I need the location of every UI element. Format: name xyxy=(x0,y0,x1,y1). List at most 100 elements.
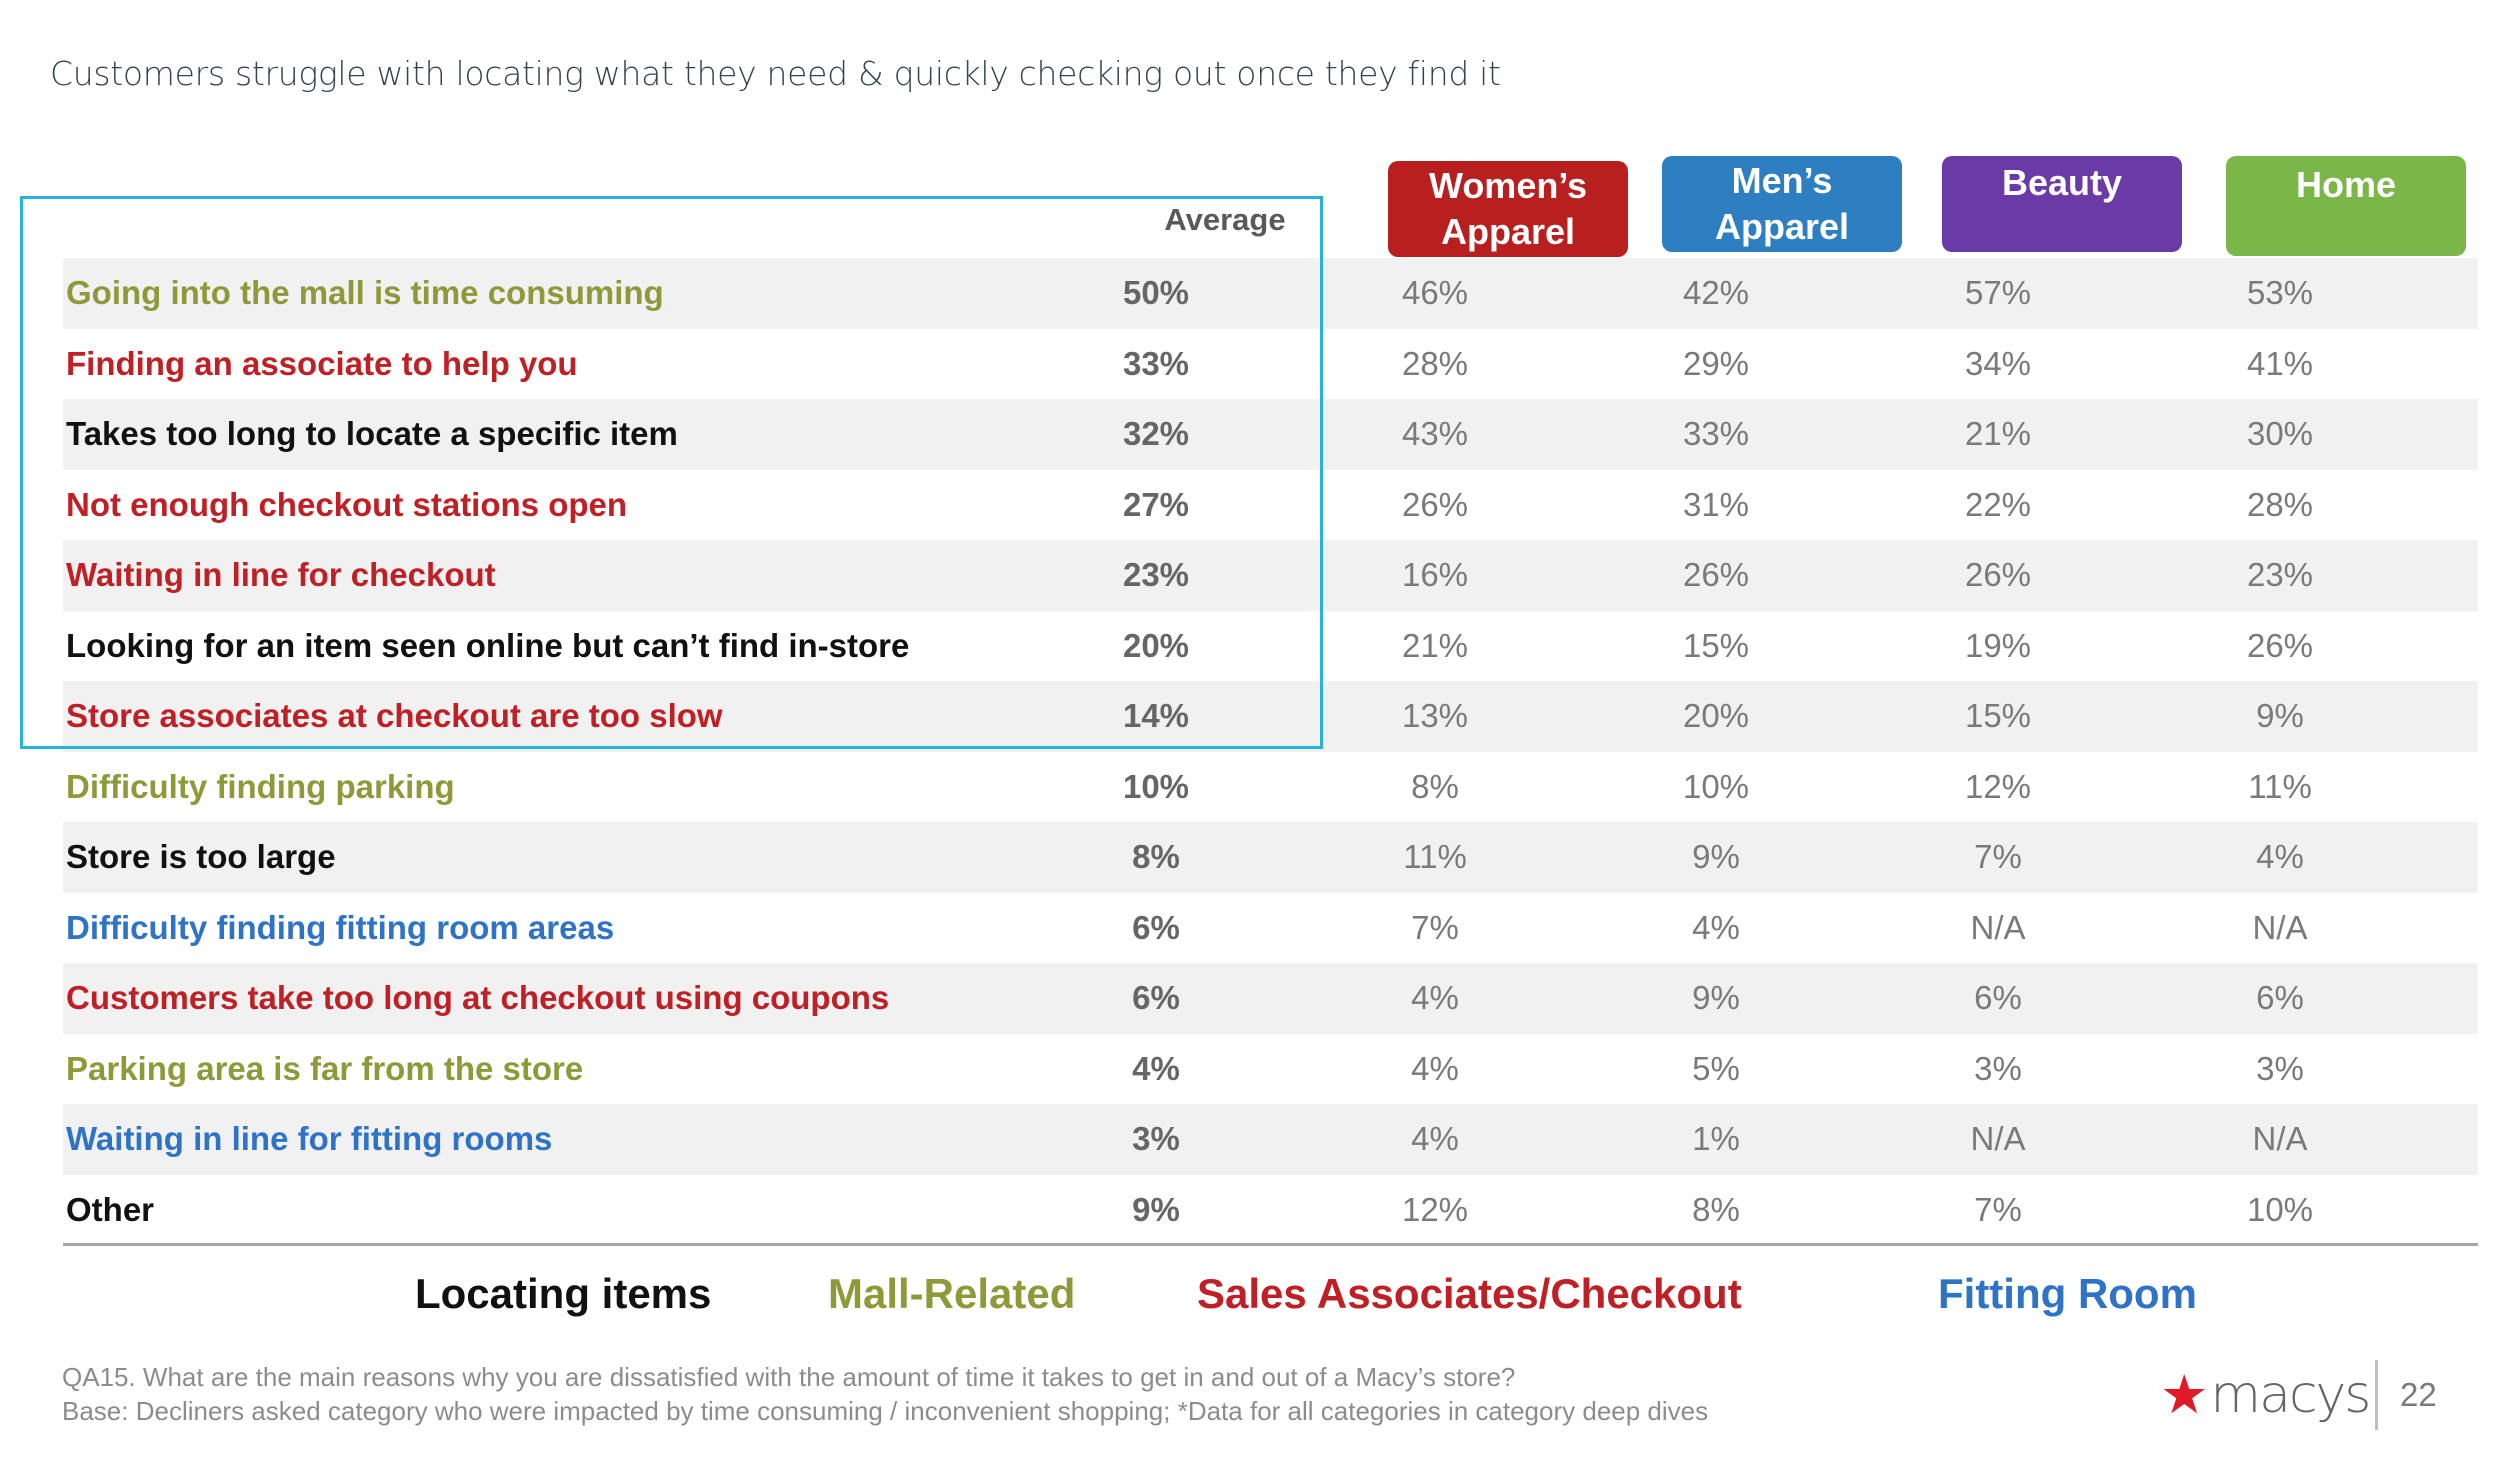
macys-logo: ★ macys xyxy=(2160,1365,2371,1425)
table-row: Takes too long to locate a specific item… xyxy=(63,399,2478,470)
womens-apparel-value: 21% xyxy=(1401,626,1469,664)
womens-apparel-value: 4% xyxy=(1411,1120,1459,1158)
home-value: 11% xyxy=(2248,767,2312,805)
womens-apparel-value: 8% xyxy=(1411,767,1459,805)
beauty-value: 6% xyxy=(1974,979,2022,1017)
legend-sales-checkout: Sales Associates/Checkout xyxy=(1197,1270,1742,1317)
table-row: Store is too large 8% 11% 9% 7% 4% xyxy=(63,822,2478,893)
beauty-value: N/A xyxy=(1970,908,2026,946)
home-value: 4% xyxy=(2256,838,2304,876)
mens-apparel-value: 4% xyxy=(1692,908,1740,946)
beauty-value: 34% xyxy=(1964,344,2032,382)
table-row: Not enough checkout stations open 27% 26% 3… xyxy=(63,470,2478,541)
table-row: Parking area is far from the store 4% 4% 5%… xyxy=(63,1034,2478,1105)
table-row: Waiting in line for checkout 23% 16% 26% 26%… xyxy=(63,540,2478,611)
womens-apparel-value: 11% xyxy=(1403,838,1467,876)
mens-apparel-label: Men’s Apparel xyxy=(1714,160,1850,247)
beauty-label: Beauty xyxy=(2001,162,2123,203)
mens-apparel-value: 9% xyxy=(1692,979,1740,1017)
dissatisfaction-table: Going into the mall is time consuming 50%… xyxy=(63,258,2478,1245)
table-row: Waiting in line for fitting rooms 3% 4% 1% N… xyxy=(63,1104,2478,1175)
home-value: 28% xyxy=(2246,485,2314,523)
mens-apparel-value: 42% xyxy=(1682,274,1750,312)
womens-apparel-value: 7% xyxy=(1411,908,1459,946)
home-value: 26% xyxy=(2246,626,2314,664)
home-value: N/A xyxy=(2252,908,2308,946)
mens-apparel-value: 1% xyxy=(1692,1120,1740,1158)
row-label: Finding an associate to help you xyxy=(66,344,578,382)
average-column-header: Average xyxy=(1164,202,1286,237)
beauty-value: N/A xyxy=(1970,1120,2026,1158)
mens-apparel-header: Men’s Apparel xyxy=(1662,156,1902,252)
table-row: Customers take too long at checkout usin… xyxy=(63,963,2478,1034)
beauty-value: 3% xyxy=(1974,1049,2022,1087)
table-row: Store associates at checkout are too slo… xyxy=(63,681,2478,752)
row-label: Difficulty finding parking xyxy=(66,767,455,805)
womens-apparel-header: Women’s Apparel xyxy=(1388,161,1628,257)
average-value: 50% xyxy=(1122,274,1190,312)
mens-apparel-value: 5% xyxy=(1692,1049,1740,1087)
average-value: 6% xyxy=(1132,908,1180,946)
row-label: Waiting in line for checkout xyxy=(66,556,496,594)
average-value: 4% xyxy=(1132,1049,1180,1087)
home-value: 3% xyxy=(2256,1049,2304,1087)
row-label: Store is too large xyxy=(66,838,336,876)
table-row: Going into the mall is time consuming 50%… xyxy=(63,258,2478,329)
womens-apparel-value: 43% xyxy=(1401,415,1469,453)
beauty-value: 57% xyxy=(1964,274,2032,312)
mens-apparel-value: 10% xyxy=(1682,767,1750,805)
macys-wordmark: macys xyxy=(2210,1365,2371,1425)
womens-apparel-value: 26% xyxy=(1401,485,1469,523)
mens-apparel-value: 33% xyxy=(1682,415,1750,453)
beauty-value: 7% xyxy=(1974,838,2022,876)
womens-apparel-value: 4% xyxy=(1411,1049,1459,1087)
home-value: 30% xyxy=(2246,415,2314,453)
footer-divider xyxy=(2375,1360,2378,1430)
mens-apparel-value: 8% xyxy=(1692,1190,1740,1228)
beauty-value: 7% xyxy=(1974,1190,2022,1228)
home-header: Home xyxy=(2226,156,2466,256)
average-value: 23% xyxy=(1122,556,1190,594)
beauty-value: 26% xyxy=(1964,556,2032,594)
average-value: 3% xyxy=(1132,1120,1180,1158)
beauty-header: Beauty xyxy=(1942,156,2182,252)
womens-apparel-label: Women’s Apparel xyxy=(1428,165,1588,252)
mens-apparel-value: 29% xyxy=(1682,344,1750,382)
average-value: 33% xyxy=(1122,344,1190,382)
beauty-value: 15% xyxy=(1964,697,2032,735)
home-value: 53% xyxy=(2246,274,2314,312)
table-row: Other 9% 12% 8% 7% 10% xyxy=(63,1175,2478,1246)
womens-apparel-value: 28% xyxy=(1401,344,1469,382)
legend-mall-related: Mall-Related xyxy=(828,1270,1076,1317)
average-value: 8% xyxy=(1132,838,1180,876)
womens-apparel-value: 16% xyxy=(1401,556,1469,594)
table-row: Looking for an item seen online but can’… xyxy=(63,611,2478,682)
beauty-value: 12% xyxy=(1964,767,2032,805)
womens-apparel-value: 13% xyxy=(1401,697,1469,735)
beauty-value: 22% xyxy=(1964,485,2032,523)
home-value: 23% xyxy=(2246,556,2314,594)
row-label: Store associates at checkout are too slo… xyxy=(66,697,723,735)
mens-apparel-value: 20% xyxy=(1682,697,1750,735)
row-label: Customers take too long at checkout usin… xyxy=(66,979,890,1017)
row-label: Not enough checkout stations open xyxy=(66,485,628,523)
average-value: 27% xyxy=(1122,485,1190,523)
mens-apparel-value: 9% xyxy=(1692,838,1740,876)
womens-apparel-value: 4% xyxy=(1411,979,1459,1017)
row-label: Parking area is far from the store xyxy=(66,1049,584,1087)
slide-title: Customers struggle with locating what th… xyxy=(50,54,1501,93)
womens-apparel-value: 46% xyxy=(1401,274,1469,312)
table-row: Difficulty finding parking 10% 8% 10% 12% 11% xyxy=(63,752,2478,823)
top-reasons-highlight-box xyxy=(20,196,1323,749)
row-label: Takes too long to locate a specific item xyxy=(66,415,678,453)
row-label: Going into the mall is time consuming xyxy=(66,274,664,312)
beauty-value: 19% xyxy=(1964,626,2032,664)
table-row: Finding an associate to help you 33% 28% 29… xyxy=(63,329,2478,400)
table-bottom-rule xyxy=(63,1243,2478,1246)
home-value: 6% xyxy=(2256,979,2304,1017)
star-icon: ★ xyxy=(2160,1365,2209,1425)
average-value: 9% xyxy=(1132,1190,1180,1228)
row-label: Difficulty finding fitting room areas xyxy=(66,908,615,946)
row-label: Looking for an item seen online but can’… xyxy=(66,626,910,664)
average-value: 10% xyxy=(1122,767,1190,805)
